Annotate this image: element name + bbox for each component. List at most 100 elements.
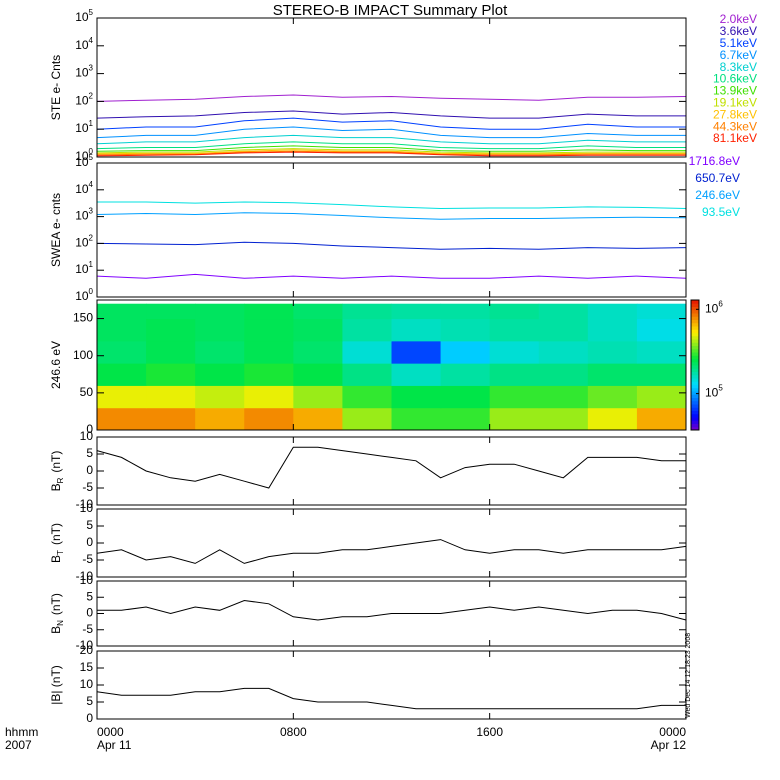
colorbar-tick-label-exponent: 6 [718,299,723,308]
y-tick-label: 0 [86,463,93,477]
colorbar-segment [691,387,699,392]
y-axis-label: BT (nT) [49,523,65,563]
y-tick-label-exponent: 2 [89,92,94,101]
colorbar-tick-label: 106 [705,299,723,315]
colorbar-segment [691,420,699,424]
y-tick-label: 5 [86,446,93,460]
series-line [96,151,686,157]
legend-entry: 5.1keV [720,36,757,50]
heatmap-cell [636,318,687,342]
heatmap-cell [587,340,638,364]
colorbar-segment [691,329,699,333]
y-tick-label: 15 [80,660,94,674]
heatmap-cell [244,407,294,431]
series-line [97,201,687,210]
y-tick-label: 103 [75,207,93,223]
y-tick-label-exponent: 1 [89,119,94,128]
heatmap-cell [440,407,491,431]
legend-entry: 93.5eV [702,205,740,219]
colorbar-tick-label-base: 10 [705,301,719,315]
y-tick-label: 0 [86,422,93,436]
colorbar-segment [691,345,699,350]
heatmap-cell [342,363,392,386]
legend-entry: 10.6keV [713,72,757,86]
heatmap-cell [146,385,196,409]
timestamp-note: Wed Dec 14 12:18:23 2008 [685,633,692,718]
colorbar-segment [691,394,699,398]
heatmap-cell [391,318,442,342]
y-tick-label-exponent: 4 [89,180,94,189]
y-tick-label: 104 [75,36,93,52]
heatmap-cell [293,407,343,431]
colorbar-frame [690,299,700,431]
x-tick-label: 1600 [476,725,503,739]
colorbar-segment [691,355,699,359]
colorbar-segment [691,358,699,363]
heatmap-cell [195,318,245,342]
heatmap-cell [97,385,147,409]
y-axis-label-main: SWEA e- cnts [49,193,63,267]
y-tick-label: 105 [75,8,93,24]
colorbar-segment [691,417,699,421]
series-line [96,212,687,220]
x-axis-label: 2007 [5,738,32,752]
y-axis-label-unit: (nT) [49,593,63,615]
colorbar-tick-label: 105 [705,384,723,400]
colorbar-segment [691,371,699,376]
legend-entry: 44.3keV [713,119,757,133]
heatmap-cell [391,303,442,320]
heatmap-cell [97,340,147,364]
heatmap-cell [342,303,392,320]
colorbar-segment [691,404,699,408]
y-tick-label: 10 [80,501,94,515]
heatmap-cell [440,385,491,409]
legend-entry: 19.1keV [713,95,757,109]
colorbar-segment [691,397,699,402]
colorbar-segment [691,400,699,405]
y-tick-label: 0 [86,606,93,620]
y-tick-label: -10 [76,569,94,583]
legend-entry: 27.8keV [713,107,757,121]
colorbar-segment [691,381,699,385]
panel-frame [96,17,687,158]
colorbar-segment [691,423,699,428]
heatmap-cell [391,340,442,364]
y-axis-label-main: B [49,483,63,491]
y-tick-label-exponent: 2 [89,234,94,243]
y-axis-label: BR (nT) [49,451,65,492]
heatmap-cell [636,385,687,409]
series-line [96,117,686,130]
y-axis-label-main: 246.6 eV [49,341,63,389]
colorbar-segment [691,361,699,366]
y-tick-label: 100 [73,348,93,362]
y-axis-label-main: B [49,626,63,634]
y-tick-label-base: 10 [75,182,89,196]
x-tick-label: 0000 [97,725,124,739]
colorbar-segment [691,391,699,395]
heatmap-cell [342,385,392,409]
y-axis-label-main: |B| (nT) [49,665,63,705]
y-tick-label-base: 10 [75,236,89,250]
legend-entry: 1716.8eV [689,154,740,168]
colorbar-segment [691,326,699,330]
series-line [96,148,686,154]
heatmap-cell [489,385,540,409]
y-tick-label-exponent: 4 [89,36,94,45]
heatmap-cell [293,318,343,342]
heatmap-cell [587,318,638,342]
x-date-label: Apr 11 [97,738,132,752]
heatmap-cell [244,318,294,342]
heatmap-cell [146,363,196,386]
series-line [96,110,686,119]
heatmap-cell [293,385,343,409]
heatmap-cell [489,318,540,342]
y-axis-label-unit: (nT) [49,451,63,473]
heatmap-cell [146,318,196,342]
heatmap-cell [293,363,343,386]
y-axis-label-unit: (nT) [49,523,63,545]
y-tick-label: 10 [80,677,94,691]
heatmap-cell [146,407,196,431]
y-axis-label: BN (nT) [49,593,65,634]
colorbar-segment [691,374,699,379]
